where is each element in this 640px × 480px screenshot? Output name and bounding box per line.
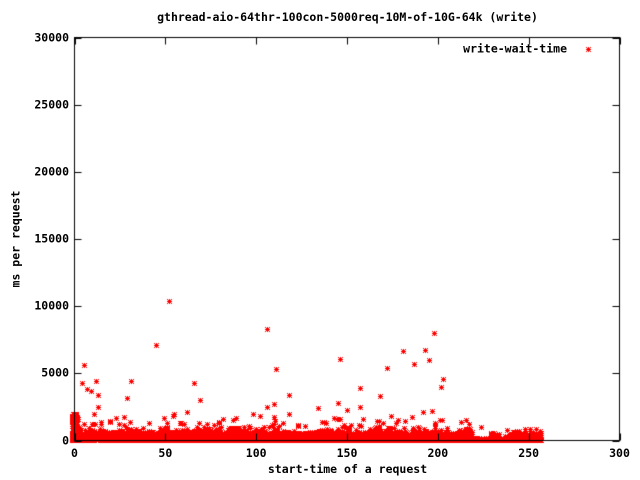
y-tick-label: 15000 xyxy=(34,231,69,246)
x-tick-label: 100 xyxy=(245,446,267,460)
x-tick-label: 50 xyxy=(158,446,173,460)
y-tick-label: 25000 xyxy=(34,97,69,112)
x-tick-label: 150 xyxy=(336,446,358,460)
legend-series-label: write-wait-time xyxy=(463,41,567,56)
x-tick-label: 300 xyxy=(609,446,630,460)
y-axis-title: ms per request xyxy=(8,190,23,288)
y-tick-label: 30000 xyxy=(34,30,69,44)
x-tick-label: 200 xyxy=(427,446,449,460)
y-tick-label: 5000 xyxy=(41,365,69,380)
x-tick-label: 250 xyxy=(518,446,540,460)
x-tick-label: 0 xyxy=(71,446,78,460)
y-tick-label: 0 xyxy=(62,433,69,447)
y-tick-label: 10000 xyxy=(34,298,69,313)
chart-title: gthread-aio-64thr-100con-5000req-10M-of-… xyxy=(157,10,538,24)
x-axis-title: start-time of a request xyxy=(267,462,428,476)
y-tick-label: 20000 xyxy=(34,164,69,179)
